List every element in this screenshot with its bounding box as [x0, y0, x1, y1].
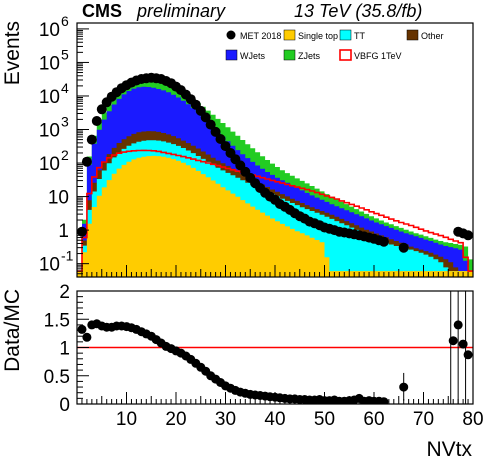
- data-point: [92, 116, 102, 126]
- y-tick-base: 1: [58, 221, 69, 242]
- legend-label: ZJets: [298, 51, 321, 61]
- ratio-point: [82, 333, 91, 342]
- energy-lumi-label: 13 TeV (35.8/fb): [294, 1, 422, 21]
- ratio-y-axis-title: Data/MC: [1, 289, 24, 372]
- y-tick-base: 10: [39, 20, 60, 41]
- ratio-point: [459, 340, 468, 349]
- y-tick-label: 10: [48, 188, 69, 209]
- ratio-plot-panel: 0 0.5 1 1.5 2 10 20 30 40 50 60 70 80 Data/MC NVtx: [1, 282, 484, 461]
- y-tick-base: 10: [39, 53, 60, 74]
- y-tick-label: 10 6: [39, 13, 69, 41]
- y-tick-base: 10: [39, 121, 60, 142]
- legend-entry-other: Other: [407, 30, 444, 41]
- x-tick-label: 40: [264, 409, 285, 430]
- ratio-y-axis: 0 0.5 1 1.5 2: [44, 282, 89, 416]
- y-tick-exponent: 6: [61, 13, 69, 29]
- legend-label: VBFG 1TeV: [354, 51, 402, 61]
- legend-label: Single top: [298, 31, 338, 41]
- data-point: [379, 237, 389, 247]
- x-axis-title: NVtx: [426, 438, 472, 461]
- y-tick-label: 10 3: [39, 114, 69, 142]
- legend-entry-signal: VBFG 1TeV: [340, 50, 402, 61]
- legend-swatch: [340, 50, 351, 60]
- legend-entry-zjets: ZJets: [284, 50, 321, 61]
- legend-entry-data: MET 2018: [227, 31, 282, 42]
- y-tick-exponent: 4: [61, 80, 69, 96]
- x-tick-label: 80: [462, 409, 483, 430]
- y-tick-base: 10: [39, 255, 60, 276]
- legend-entry-tt: TT: [340, 30, 365, 41]
- legend: MET 2018 Single top TT Other WJets ZJets VBFG …: [226, 30, 444, 61]
- ratio-y-tick-label: 2: [59, 282, 70, 303]
- ratio-y-tick-label: 0: [59, 395, 70, 416]
- y-tick-exponent: -1: [61, 248, 74, 264]
- x-tick-label: 70: [413, 409, 434, 430]
- cms-label: CMS: [82, 1, 122, 21]
- legend-swatch: [284, 30, 295, 40]
- x-tick-label: 10: [116, 409, 137, 430]
- data-point: [82, 157, 92, 167]
- stacked-histograms: [77, 80, 473, 277]
- legend-label: TT: [354, 31, 365, 41]
- x-tick-label: 20: [165, 409, 186, 430]
- data-point: [399, 243, 409, 253]
- ratio-y-tick-label: 1: [59, 339, 70, 360]
- x-tick-label: 50: [314, 409, 335, 430]
- ratio-point: [78, 325, 87, 334]
- legend-label: WJets: [240, 51, 266, 61]
- y-tick-base: 10: [39, 87, 60, 108]
- y-tick-label: 10 4: [39, 80, 69, 108]
- legend-swatch: [284, 50, 295, 60]
- y-tick-base: 10: [39, 154, 60, 175]
- y-tick-exponent: 5: [61, 46, 69, 62]
- ratio-point: [454, 320, 463, 329]
- legend-swatch: [407, 30, 418, 40]
- ratio-point: [399, 383, 408, 392]
- y-tick-label: 10 2: [39, 147, 69, 175]
- ratio-y-tick-label: 1.5: [44, 310, 70, 331]
- legend-swatch: [226, 50, 237, 60]
- x-tick-label: 60: [363, 409, 384, 430]
- x-tick-label: 30: [215, 409, 236, 430]
- y-tick-exponent: 3: [61, 114, 69, 130]
- y-tick-base: 10: [48, 188, 69, 209]
- data-point: [87, 135, 97, 145]
- ratio-y-tick-label: 0.5: [44, 367, 70, 388]
- y-tick-label: 10 -1: [39, 248, 74, 276]
- y-tick-label: 1: [58, 221, 69, 242]
- main-y-axis-title: Events: [1, 21, 24, 85]
- legend-entry-singletop: Single top: [284, 30, 338, 41]
- legend-swatch: [227, 31, 236, 40]
- ratio-point: [449, 336, 458, 345]
- legend-swatch: [340, 30, 351, 40]
- data-point: [463, 230, 473, 240]
- legend-label: Other: [421, 31, 444, 41]
- ratio-point: [464, 350, 473, 359]
- preliminary-label: preliminary: [136, 1, 226, 21]
- y-tick-exponent: 2: [61, 147, 69, 163]
- legend-label: MET 2018: [240, 31, 281, 41]
- y-tick-label: 10 5: [39, 46, 69, 74]
- legend-entry-wjets: WJets: [226, 50, 266, 61]
